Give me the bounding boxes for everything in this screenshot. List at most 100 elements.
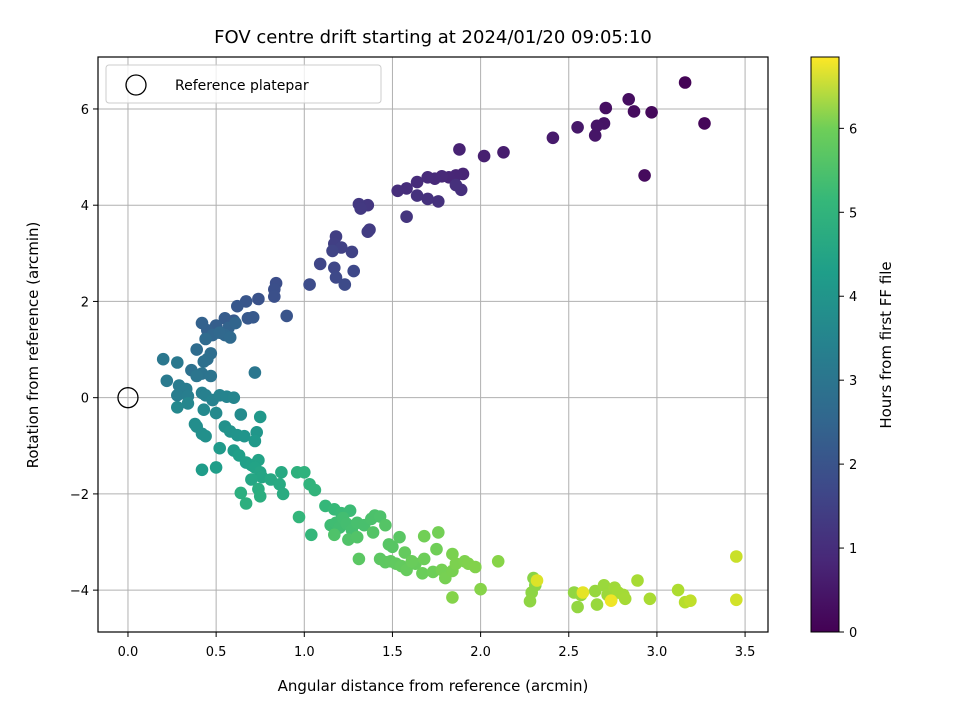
data-points xyxy=(156,76,743,614)
data-point xyxy=(446,547,459,561)
data-point xyxy=(631,574,644,587)
data-point xyxy=(361,225,375,238)
data-point xyxy=(197,355,211,368)
data-point xyxy=(199,429,212,443)
data-point xyxy=(218,312,232,325)
data-point xyxy=(350,530,364,544)
data-point xyxy=(366,526,380,539)
data-point xyxy=(223,331,237,344)
colorbar-label: Hours from first FF file xyxy=(877,261,895,428)
legend-label-reference: Reference platepar xyxy=(175,78,309,94)
data-point xyxy=(245,473,258,486)
data-point xyxy=(416,567,429,580)
data-point xyxy=(645,106,658,119)
data-point xyxy=(345,245,359,259)
y-axis-label: Rotation from reference (arcmin) xyxy=(24,222,42,469)
data-point xyxy=(313,257,327,271)
data-point xyxy=(275,466,288,479)
colorbar-tick-label: 6 xyxy=(849,122,857,137)
data-point xyxy=(326,244,339,258)
data-point xyxy=(618,592,632,606)
data-point xyxy=(571,121,584,134)
colorbar: 0 1 2 3 4 5 6 Hours from first FF file xyxy=(810,56,895,641)
data-point xyxy=(209,406,223,420)
data-point xyxy=(530,574,544,587)
x-tick-label: 3.0 xyxy=(647,645,668,660)
data-point xyxy=(678,76,692,89)
data-point xyxy=(305,528,318,542)
data-point xyxy=(432,195,445,208)
data-point xyxy=(684,594,697,607)
data-point xyxy=(430,542,443,556)
data-point xyxy=(171,401,184,414)
data-point xyxy=(497,146,510,159)
data-point xyxy=(338,278,352,291)
data-point xyxy=(576,586,590,599)
colorbar-ticks: 0 1 2 3 4 5 6 xyxy=(839,122,857,641)
x-tick-label: 1.0 xyxy=(294,645,315,660)
data-point xyxy=(328,261,341,275)
y-tick-label: 4 xyxy=(81,199,89,214)
data-point xyxy=(643,592,657,606)
data-point xyxy=(417,552,431,566)
data-point xyxy=(410,175,424,189)
data-point xyxy=(627,105,641,118)
legend: Reference platepar xyxy=(105,64,382,104)
data-point xyxy=(156,352,170,366)
data-point xyxy=(398,546,412,559)
x-tick-label: 0.5 xyxy=(206,645,227,660)
x-tick-label: 0.0 xyxy=(118,645,139,660)
data-point xyxy=(571,600,584,614)
data-point xyxy=(246,311,260,324)
data-point xyxy=(171,356,184,369)
colorbar-tick-label: 4 xyxy=(849,290,857,305)
data-point xyxy=(292,510,306,524)
data-point xyxy=(671,583,685,597)
x-axis: 0.0 0.5 1.0 1.5 2.0 2.5 3.0 3.5 xyxy=(118,632,755,660)
data-point xyxy=(393,530,406,544)
data-point xyxy=(523,594,537,608)
chart-title: FOV centre drift starting at 2024/01/20 … xyxy=(214,27,652,48)
colorbar-tick-label: 2 xyxy=(849,458,857,473)
data-point xyxy=(308,483,322,497)
data-point xyxy=(597,579,611,592)
legend-marker-reference xyxy=(125,74,147,96)
y-tick-label: 2 xyxy=(81,295,89,310)
data-point xyxy=(276,487,290,501)
data-point xyxy=(421,192,435,206)
y-axis: −4 −2 0 2 4 6 xyxy=(70,103,98,599)
data-point xyxy=(386,540,399,554)
data-point xyxy=(474,582,487,596)
x-tick-label: 2.0 xyxy=(470,645,491,660)
data-point xyxy=(730,550,743,563)
data-point xyxy=(604,594,618,607)
data-point xyxy=(213,441,226,455)
reference-marker xyxy=(117,387,139,409)
data-point xyxy=(234,486,248,500)
data-point xyxy=(204,369,218,383)
data-point xyxy=(234,408,248,421)
data-point xyxy=(453,143,466,156)
data-point xyxy=(252,292,265,306)
data-point xyxy=(421,171,435,184)
data-point xyxy=(449,178,463,192)
data-point xyxy=(229,316,242,330)
data-point xyxy=(239,497,253,510)
data-point xyxy=(546,131,560,145)
data-point xyxy=(477,149,491,163)
data-point xyxy=(231,299,244,313)
data-point xyxy=(268,290,281,303)
data-point xyxy=(171,389,184,402)
colorbar-tick-label: 1 xyxy=(849,542,857,557)
x-tick-label: 1.5 xyxy=(382,645,403,660)
data-point xyxy=(190,369,203,383)
colorbar-tick-label: 3 xyxy=(849,374,857,389)
data-point xyxy=(638,169,651,182)
legend-box xyxy=(105,64,382,104)
data-point xyxy=(329,271,343,284)
x-tick-label: 2.5 xyxy=(558,645,579,660)
data-point xyxy=(446,591,459,604)
data-point xyxy=(238,429,251,443)
data-point xyxy=(379,518,392,532)
